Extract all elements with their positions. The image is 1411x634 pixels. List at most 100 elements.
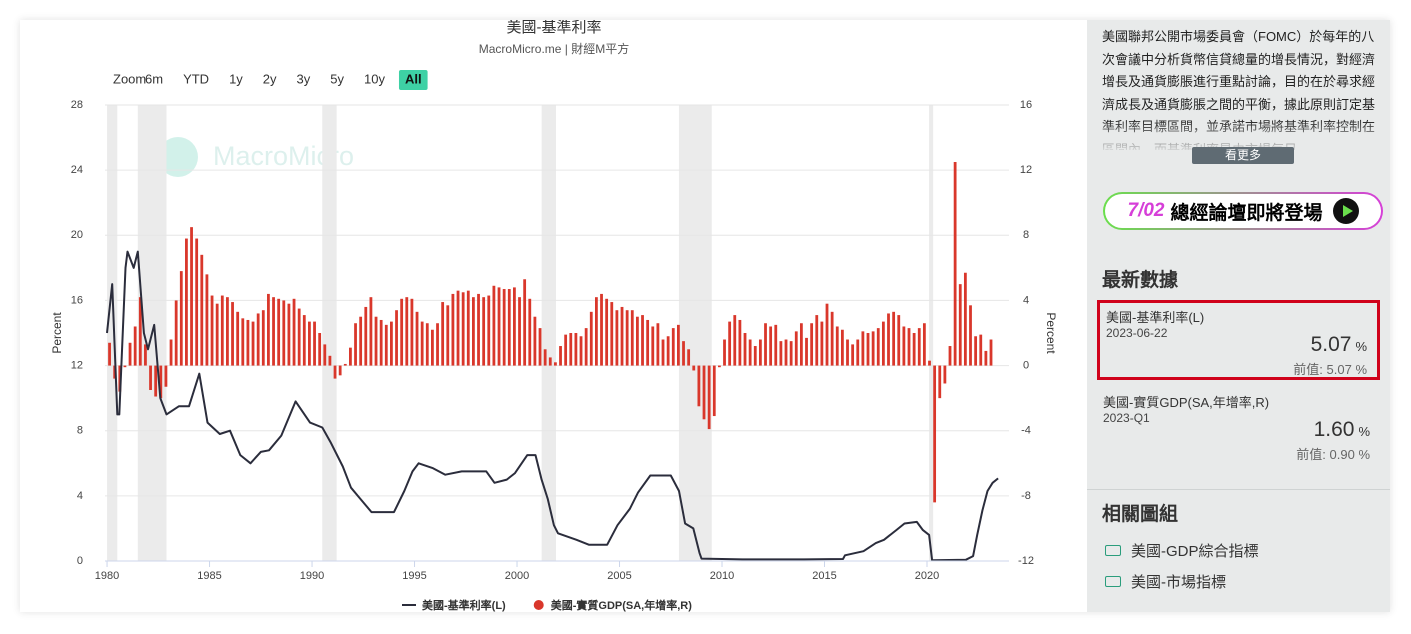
bar <box>313 321 316 366</box>
shaded-period <box>107 105 118 561</box>
range-label: Zoom <box>113 71 146 86</box>
unit: % <box>1355 339 1367 354</box>
prev-label: 前值: <box>1296 447 1326 462</box>
card-value: 1.60% <box>1314 418 1370 442</box>
bar <box>190 227 193 366</box>
bar <box>589 311 593 366</box>
bar <box>328 355 332 366</box>
value: 1.60 <box>1313 418 1355 441</box>
bar <box>799 323 803 366</box>
card-name: 美國-基準利率(L) <box>1106 310 1205 325</box>
bar <box>169 339 173 366</box>
x-tick-label: 1985 <box>197 570 221 582</box>
bar <box>384 324 388 366</box>
bar <box>359 316 363 366</box>
bar <box>220 295 224 366</box>
related-link[interactable]: 美國-市場指標 <box>1105 571 1226 592</box>
link-text: 美國-GDP綜合指標 <box>1131 543 1259 560</box>
bar <box>922 323 926 366</box>
x-tick-label: 2010 <box>710 570 734 582</box>
link-text: 美國-市場指標 <box>1131 574 1226 591</box>
bar <box>118 365 122 392</box>
range-button[interactable]: 10y <box>358 70 391 90</box>
bar <box>236 311 240 366</box>
bar <box>902 326 906 366</box>
bar <box>349 347 352 366</box>
bar <box>149 365 152 390</box>
bar <box>154 365 158 397</box>
bar <box>420 321 424 366</box>
y-tick-label: 28 <box>71 99 83 111</box>
watermark-icon <box>158 137 198 177</box>
bar <box>231 302 234 366</box>
prev-value: 0.90 <box>1329 447 1355 462</box>
prev-label: 前值: <box>1293 362 1323 377</box>
bar <box>179 271 183 366</box>
range-button[interactable]: 2y <box>257 70 283 90</box>
bar <box>938 365 942 399</box>
data-card[interactable]: 美國-實質GDP(SA,年增率,R) 2023-Q1 1.60% 前值: 0.9… <box>1097 388 1380 468</box>
data-card[interactable]: 美國-基準利率(L) 2023-06-22 5.07% 前值: 5.07 % <box>1097 300 1380 380</box>
bar <box>630 310 634 366</box>
range-button[interactable]: 3y <box>291 70 317 90</box>
bar <box>687 349 691 366</box>
bar <box>748 339 752 366</box>
bar <box>543 349 547 366</box>
card-prev: 前值: 5.07 % <box>1293 359 1367 378</box>
bar <box>712 365 716 417</box>
bar <box>200 254 204 366</box>
bar <box>538 328 542 366</box>
related-title: 相關圖組 <box>1102 504 1179 525</box>
bar <box>928 360 931 366</box>
banner[interactable]: 7/02 總經論壇即將登場 <box>1103 192 1383 230</box>
bar <box>548 357 552 366</box>
range-button[interactable]: 6m <box>139 70 169 90</box>
shaded-period <box>322 105 337 561</box>
card-name: 美國-實質GDP(SA,年增率,R) <box>1103 395 1270 410</box>
bar <box>308 321 311 366</box>
range-button[interactable]: All <box>398 70 428 90</box>
card-date: 2023-06-22 <box>1106 326 1168 340</box>
related-link[interactable]: 美國-GDP綜合指標 <box>1105 540 1259 561</box>
bar <box>789 341 793 366</box>
bar <box>477 293 480 366</box>
legend-swatch <box>533 600 544 610</box>
bar <box>256 313 260 366</box>
bar <box>758 339 762 366</box>
bar <box>830 311 834 366</box>
bar <box>410 298 414 366</box>
bar <box>984 350 988 366</box>
bar <box>897 315 901 366</box>
bar <box>533 316 537 366</box>
bar <box>871 331 875 366</box>
more-button[interactable]: 看更多 <box>1192 147 1294 164</box>
shaded-period <box>541 105 556 561</box>
x-tick-label: 1980 <box>95 570 119 582</box>
banner-text: 總經論壇即將登場 <box>1170 202 1323 224</box>
bar <box>395 310 398 366</box>
sidebar: 美國聯邦公開市場委員會（FOMC）於每年的八次會議中分析貨幣信貸總量的增長情況，… <box>1087 20 1390 612</box>
range-button[interactable]: YTD <box>177 70 215 90</box>
bar <box>277 298 281 366</box>
bar <box>656 323 660 366</box>
bar <box>810 323 814 366</box>
bar <box>133 326 137 366</box>
bar <box>415 311 419 366</box>
bar <box>559 346 562 366</box>
range-button[interactable]: 1y <box>223 70 249 90</box>
x-tick-label: 2015 <box>812 570 836 582</box>
range-button[interactable]: 5y <box>324 70 350 90</box>
range-button-label: 6m <box>145 71 163 86</box>
bar <box>513 287 516 366</box>
bar <box>518 297 521 366</box>
bar <box>697 365 701 407</box>
bar <box>912 333 916 366</box>
bar <box>707 365 711 430</box>
bar <box>507 289 511 366</box>
bar <box>128 342 132 366</box>
bar <box>774 324 778 366</box>
bar <box>343 363 347 366</box>
bar <box>185 238 188 366</box>
bar <box>390 321 393 366</box>
